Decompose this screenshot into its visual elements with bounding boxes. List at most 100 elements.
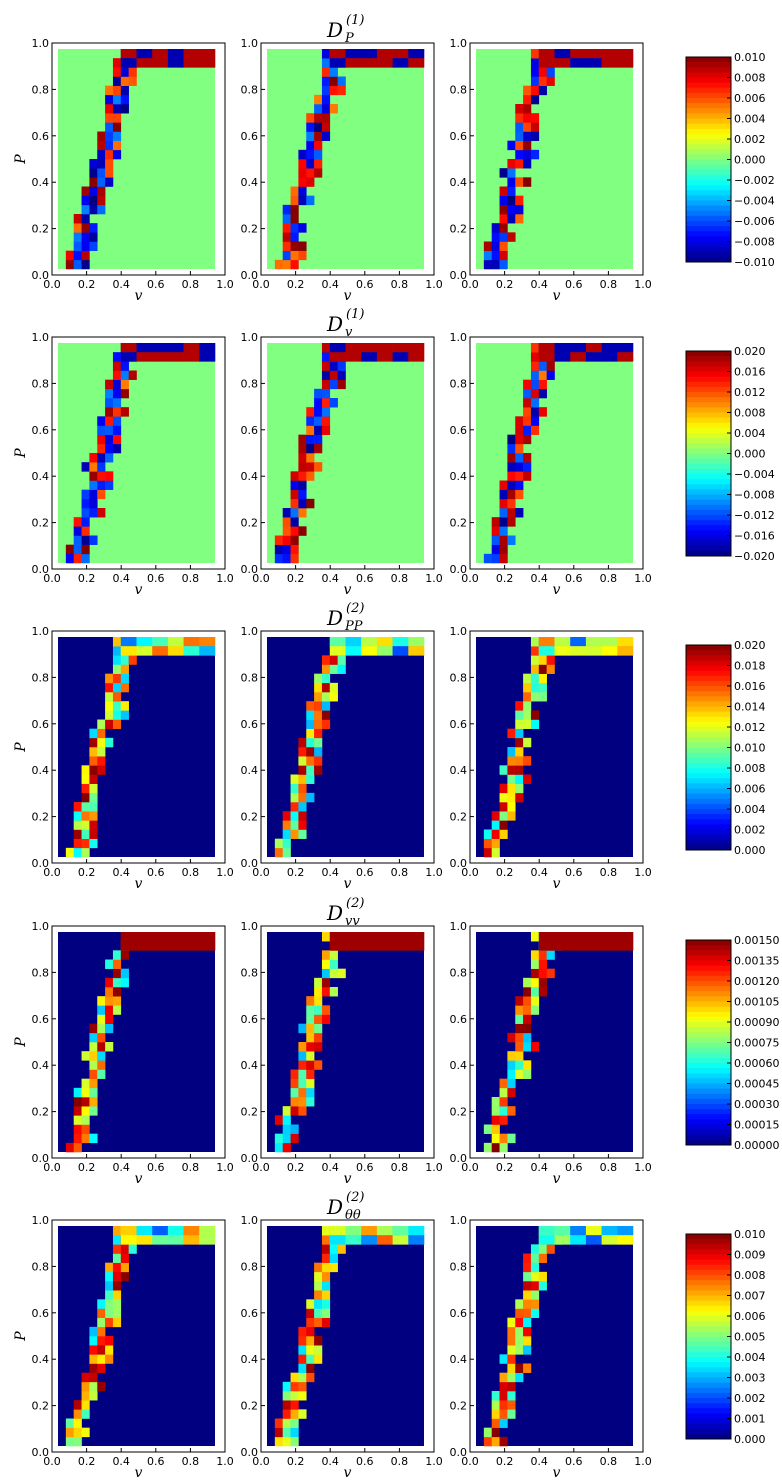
x-tick-label: 1.0 [634,572,652,585]
heatmap-cell [120,379,129,390]
heatmap-cell [314,388,323,399]
colorbar-segment [686,1249,731,1255]
heatmap-top-cell [345,49,362,59]
colorbar-segment [686,747,731,754]
colorbar-segment [686,768,731,774]
heatmap-cell [499,259,508,270]
heatmap-cell [321,122,331,132]
y-tick-label: 0.6 [241,1013,259,1026]
heatmap-top-cell [376,941,393,951]
colorbar-segment [686,402,731,408]
heatmap-top-cell [345,343,362,353]
heatmap-top-cell [408,58,425,68]
colorbar-segment [686,793,731,800]
heatmap-cell [298,195,307,206]
heatmap-cell [314,1014,323,1024]
heatmap-panel-3-1: 0.00.20.40.60.81.00.0 0.2 0.4 0.6 0.8 1.0v [32,625,234,892]
heatmap-cell [73,1097,82,1107]
heatmap-cell [290,1372,299,1383]
heatmap-cell [112,361,122,371]
y-tick-label: 0.8 [241,83,259,96]
heatmap-cell [81,820,90,830]
heatmap-cell [89,159,98,169]
heatmap-cell [491,1418,500,1428]
y-tick-label: 0.4 [241,1353,259,1366]
heatmap-cell [112,1244,122,1254]
heatmap-cell [546,76,555,86]
heatmap-top-cell [554,352,571,362]
heatmap-top-cell [167,637,184,647]
heatmap-cell [515,1372,524,1383]
heatmap-cell [483,1427,492,1438]
heatmap-top-cell [585,941,602,951]
heatmap-cell [112,370,122,380]
heatmap-cell [290,535,299,545]
heatmap-cell [81,462,90,472]
heatmap-cell [73,1409,82,1419]
heatmap-top-cell [392,637,409,647]
colorbar-tick-label: 0.012 [734,386,766,399]
heatmap-top-cell [136,49,153,59]
colorbar-segment [686,82,731,89]
heatmap-cell [499,250,508,261]
heatmap-top-cell [361,49,378,59]
colorbar-segment [686,356,731,362]
heatmap-cell [282,847,291,858]
heatmap-cell [515,1023,524,1034]
colorbar-segment [686,1305,731,1312]
heatmap-cell [290,544,299,555]
heatmap-cell [89,747,98,757]
heatmap-cell [491,1106,500,1116]
heatmap-cell [81,1381,90,1392]
heatmap-cell [314,1023,323,1034]
x-tick-label: 0.4 [112,1455,130,1468]
colorbar-segment [686,494,731,501]
heatmap-cell [290,1097,299,1107]
colorbar-segment [686,1418,731,1425]
heatmap-top-cell [617,637,634,647]
heatmap-top-cell [570,932,587,942]
x-tick-label: 0.0 [461,866,479,879]
colorbar-tick-label: 0.00075 [734,1037,780,1050]
heatmap-cell [89,1042,98,1052]
colorbar-segment [686,1068,731,1074]
colorbar-segment [686,113,731,119]
heatmap-cell [120,701,129,711]
heatmap-top-cell [199,49,216,59]
heatmap-cell [97,765,106,775]
heatmap-cell [120,370,129,380]
heatmap-cell [298,250,307,261]
heatmap-cell [97,1326,106,1337]
heatmap-cell [329,370,338,380]
x-tick-label: 0.0 [252,572,270,585]
heatmap-cell [81,1124,90,1134]
heatmap-cell [112,1281,122,1291]
heatmap-cell [298,811,307,821]
heatmap-cell [105,443,114,454]
heatmap-cell [282,1106,291,1116]
heatmap-cell [515,149,524,160]
heatmap-cell [499,811,508,821]
colorbar-tick-label: 0.012 [734,721,766,734]
heatmap-cell [515,737,524,748]
heatmap-top-cell [601,58,618,68]
heatmap-cell [120,67,129,77]
x-tick-label: 0.0 [43,1455,61,1468]
heatmap-cell [298,1023,307,1034]
heatmap-cell [507,1409,516,1419]
colorbar-segment [686,169,731,176]
heatmap-cell [105,1005,114,1015]
heatmap-cell [499,535,508,545]
heatmap-cell [282,1391,291,1401]
heatmap-cell [306,1326,315,1337]
heatmap-cell [112,655,122,665]
colorbar-segment [686,489,731,495]
y-tick-label: 0.6 [450,130,468,143]
heatmap-cell [314,149,323,160]
heatmap-cell [89,489,98,500]
heatmap-cell [530,1281,540,1291]
y-tick-label: 1.0 [450,331,468,344]
axes-frame [51,42,226,276]
heatmap-top-cell [120,646,137,656]
heatmap-cell [491,1124,500,1134]
